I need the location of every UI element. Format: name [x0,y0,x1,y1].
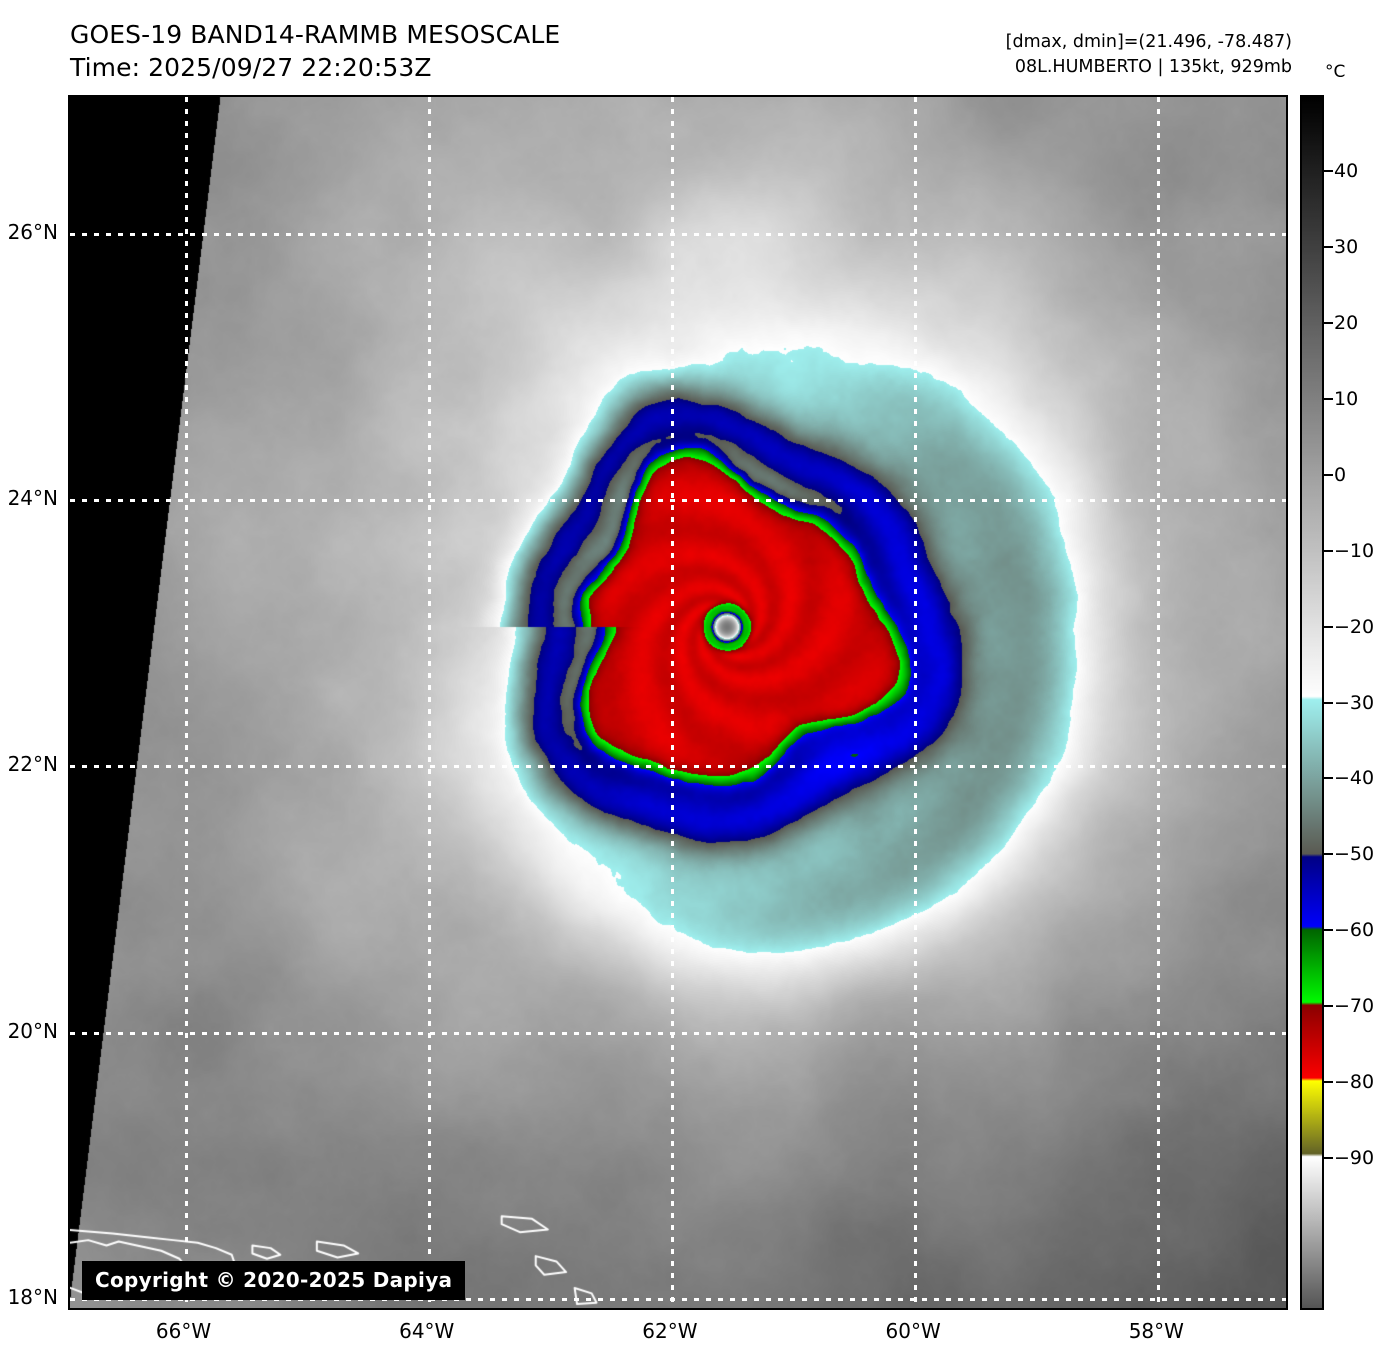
colorbar-tick-mark [1324,929,1333,932]
colorbar-tick-label: 10 [1334,387,1359,410]
colorbar-tick-label: −60 [1334,919,1375,942]
dmax-dmin-label: [dmax, dmin]=(21.496, -78.487) [1005,32,1292,52]
colorbar-tick-mark [1324,321,1333,324]
colorbar-tick-label: −40 [1334,767,1375,790]
y-tick-label: 24°N [7,486,58,511]
y-tick-label: 18°N [7,1284,58,1309]
colorbar-unit-label: °C [1325,62,1346,82]
colorbar-tick-mark [1324,853,1333,856]
x-tick-label: 66°W [155,1319,212,1343]
colorbar-tick-mark [1324,1157,1333,1160]
infrared-imagery-canvas [70,97,1286,1308]
colorbar-tick-mark [1324,245,1333,248]
metadata-block: [dmax, dmin]=(21.496, -78.487) 08L.HUMBE… [1006,30,1292,80]
colorbar-tick-label: 30 [1334,235,1359,258]
colorbar-tick-mark [1324,549,1333,552]
colorbar-tick-mark [1324,473,1333,476]
colorbar-tick-label: −50 [1334,843,1375,866]
y-tick-label: 20°N [7,1018,58,1043]
colorbar-tick-label: −20 [1334,615,1375,638]
colorbar-tick-mark [1324,397,1333,400]
colorbar-tick-label: 40 [1334,159,1359,182]
y-tick-label: 22°N [7,752,58,777]
colorbar-tick-mark [1324,701,1333,704]
colorbar-tick-mark [1324,777,1333,780]
colorbar-tick-label: −10 [1334,539,1375,562]
colorbar-tick-label: −70 [1334,995,1375,1018]
page-title: GOES-19 BAND14-RAMMB MESOSCALE [70,20,561,49]
colorbar-tick-label: −80 [1334,1071,1375,1094]
colorbar-tick-mark [1324,1081,1333,1084]
colorbar-gradient [1302,97,1322,1308]
x-tick-label: 62°W [642,1319,698,1343]
title-block: GOES-19 BAND14-RAMMB MESOSCALE Time: 202… [70,18,560,84]
colorbar-tick-label: −30 [1334,691,1375,714]
colorbar [1300,95,1324,1310]
x-tick-label: 64°W [399,1319,455,1343]
colorbar-tick-mark [1324,169,1333,172]
storm-info-label: 08L.HUMBERTO | 135kt, 929mb [1014,57,1292,77]
y-tick-label: 26°N [7,220,58,245]
colorbar-tick-label: 0 [1334,463,1347,486]
satellite-image-plot: Copyright © 2020-2025 Dapiya [68,95,1288,1310]
colorbar-tick-label: 20 [1334,311,1359,334]
colorbar-tick-label: −90 [1334,1147,1375,1170]
colorbar-tick-mark [1324,1005,1333,1008]
x-tick-label: 58°W [1128,1319,1184,1343]
satellite-raster [70,97,1286,1308]
colorbar-tick-mark [1324,625,1333,628]
timestamp-label: Time: 2025/09/27 22:20:53Z [70,53,432,82]
copyright-watermark: Copyright © 2020-2025 Dapiya [82,1261,466,1300]
x-tick-label: 60°W [885,1319,941,1343]
